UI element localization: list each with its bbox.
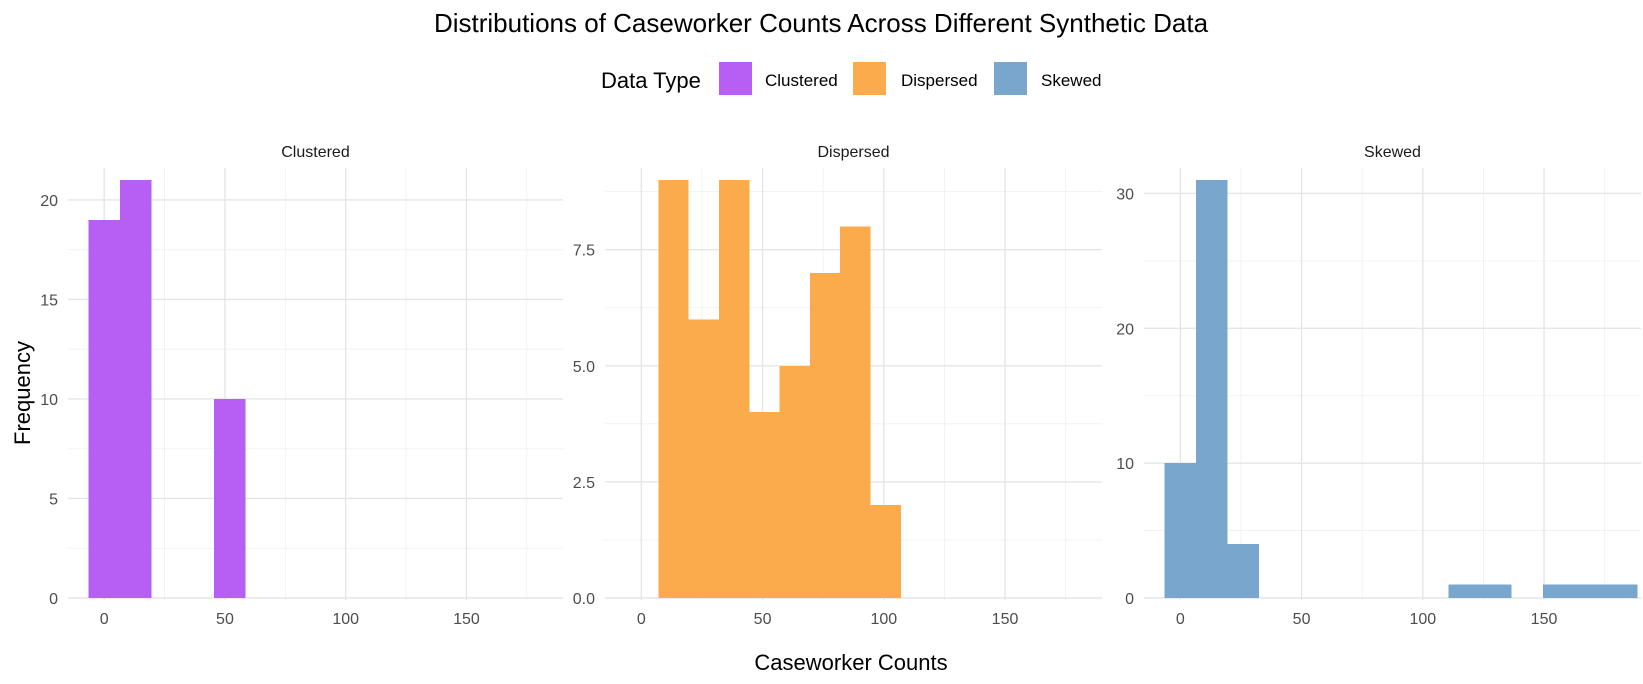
y-tick-label: 2.5 <box>573 475 595 492</box>
bar-dispersed-3 <box>749 412 780 598</box>
x-tick-label: 100 <box>332 611 359 628</box>
legend: Data Type Clustered Dispersed Skewed <box>601 62 1101 95</box>
legend-item-skewed: Skewed <box>994 62 1101 95</box>
bar-dispersed-4 <box>779 365 810 598</box>
legend-label-clustered: Clustered <box>765 71 838 90</box>
y-tick-label: 10 <box>1116 456 1134 473</box>
bar-clustered-4 <box>214 398 246 598</box>
bar-skewed-13 <box>1574 584 1606 598</box>
bar-dispersed-6 <box>840 226 871 598</box>
bar-skewed-0 <box>1164 463 1197 598</box>
strip-label-skewed: Skewed <box>1364 144 1421 161</box>
y-tick-label: 20 <box>40 193 58 210</box>
bar-dispersed-2 <box>718 180 750 598</box>
bar-skewed-12 <box>1542 584 1575 598</box>
x-tick-label: 50 <box>754 611 772 628</box>
y-tick-label: 20 <box>1116 321 1134 338</box>
y-axis-title: Frequency <box>10 341 35 445</box>
legend-key-skewed <box>994 62 1027 95</box>
legend-label-skewed: Skewed <box>1041 71 1101 90</box>
x-tick-label: 0 <box>1176 611 1185 628</box>
y-tick-label: 0 <box>1125 591 1134 608</box>
bar-skewed-1 <box>1196 180 1228 598</box>
strip-label-clustered: Clustered <box>281 144 349 161</box>
panel-dispersed: Dispersed 0.0 2.5 5.0 7.5 0 50 100 150 <box>573 144 1102 628</box>
x-tick-label: 0 <box>100 611 109 628</box>
x-tick-label: 0 <box>637 611 646 628</box>
panel-clustered: Clustered 0 5 10 15 20 0 50 100 150 <box>40 144 563 628</box>
y-tick-label: 10 <box>40 392 58 409</box>
y-tick-label: 7.5 <box>573 243 595 260</box>
x-tick-label: 100 <box>870 611 897 628</box>
y-tick-label: 15 <box>40 292 58 309</box>
bar-skewed-2 <box>1227 544 1260 598</box>
bar-dispersed-7 <box>870 505 901 598</box>
x-tick-label: 150 <box>1531 611 1558 628</box>
y-tick-label: 5 <box>49 491 58 508</box>
x-tick-label: 150 <box>453 611 480 628</box>
x-axis-title: Caseworker Counts <box>754 650 947 675</box>
legend-title: Data Type <box>601 68 701 93</box>
bar-clustered-0 <box>88 219 120 599</box>
bar-dispersed-5 <box>809 272 841 598</box>
bar-dispersed-0 <box>658 180 689 598</box>
chart-title: Distributions of Caseworker Counts Acros… <box>434 8 1209 38</box>
y-tick-label: 0.0 <box>573 591 595 608</box>
bar-clustered-1 <box>119 180 152 598</box>
bar-skewed-9 <box>1448 584 1480 598</box>
x-tick-label: 50 <box>216 611 234 628</box>
legend-item-dispersed: Dispersed <box>853 62 978 95</box>
legend-key-dispersed <box>853 62 886 95</box>
legend-label-dispersed: Dispersed <box>901 71 978 90</box>
y-tick-label: 30 <box>1116 186 1134 203</box>
x-tick-label: 100 <box>1409 611 1436 628</box>
panel-skewed: Skewed 0 10 20 30 0 50 100 150 <box>1116 144 1641 628</box>
y-tick-label: 0 <box>49 591 58 608</box>
legend-key-clustered <box>719 62 752 95</box>
legend-item-clustered: Clustered <box>719 62 838 95</box>
x-tick-label: 150 <box>992 611 1019 628</box>
y-tick-label: 5.0 <box>573 359 595 376</box>
strip-label-dispersed: Dispersed <box>817 144 889 161</box>
x-tick-label: 50 <box>1293 611 1311 628</box>
bar-dispersed-1 <box>688 319 719 598</box>
bar-skewed-14 <box>1605 584 1638 598</box>
bar-skewed-10 <box>1479 584 1512 598</box>
